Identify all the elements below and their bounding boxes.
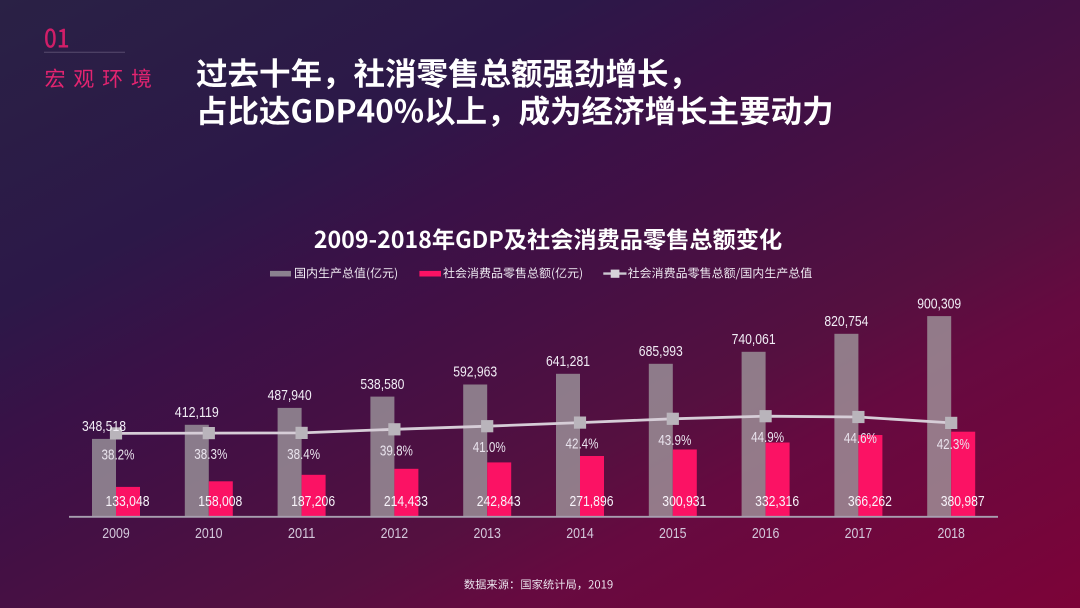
svg-text:42.4%: 42.4% — [566, 436, 599, 453]
svg-text:300,931: 300,931 — [662, 494, 706, 510]
svg-text:685,993: 685,993 — [639, 344, 683, 360]
svg-text:2010: 2010 — [195, 525, 223, 542]
svg-text:38.3%: 38.3% — [194, 446, 227, 463]
svg-text:44.9%: 44.9% — [751, 429, 784, 446]
svg-text:271,896: 271,896 — [570, 494, 614, 510]
svg-text:2009: 2009 — [102, 525, 130, 542]
svg-text:366,262: 366,262 — [848, 494, 892, 510]
svg-text:38.4%: 38.4% — [287, 446, 320, 463]
svg-text:380,987: 380,987 — [941, 494, 985, 510]
svg-text:2017: 2017 — [845, 525, 873, 542]
svg-text:487,940: 487,940 — [268, 388, 312, 404]
svg-text:242,843: 242,843 — [477, 494, 521, 510]
svg-text:2015: 2015 — [659, 525, 687, 542]
svg-text:820,754: 820,754 — [824, 314, 868, 330]
svg-text:2016: 2016 — [752, 525, 780, 542]
svg-text:41.0%: 41.0% — [473, 439, 506, 456]
svg-text:348,518: 348,518 — [82, 419, 126, 435]
svg-text:412,119: 412,119 — [175, 405, 219, 421]
svg-text:187,206: 187,206 — [291, 494, 335, 510]
svg-text:641,281: 641,281 — [546, 354, 590, 370]
svg-text:38.2%: 38.2% — [102, 446, 135, 463]
svg-text:44.6%: 44.6% — [844, 430, 877, 447]
svg-text:39.8%: 39.8% — [380, 442, 413, 459]
svg-text:2011: 2011 — [288, 525, 316, 542]
svg-text:2018: 2018 — [937, 525, 965, 542]
svg-text:332,316: 332,316 — [755, 494, 799, 510]
svg-text:900,309: 900,309 — [917, 296, 961, 312]
svg-text:592,963: 592,963 — [453, 365, 497, 381]
svg-text:42.3%: 42.3% — [937, 436, 970, 453]
svg-text:538,580: 538,580 — [360, 377, 404, 393]
svg-text:214,433: 214,433 — [384, 494, 428, 510]
svg-text:2012: 2012 — [381, 525, 409, 542]
svg-text:158,008: 158,008 — [198, 494, 242, 510]
svg-text:2013: 2013 — [473, 525, 501, 542]
svg-text:2014: 2014 — [566, 525, 594, 542]
svg-text:740,061: 740,061 — [732, 332, 776, 348]
svg-text:43.9%: 43.9% — [658, 432, 691, 449]
svg-text:133,048: 133,048 — [106, 494, 150, 510]
